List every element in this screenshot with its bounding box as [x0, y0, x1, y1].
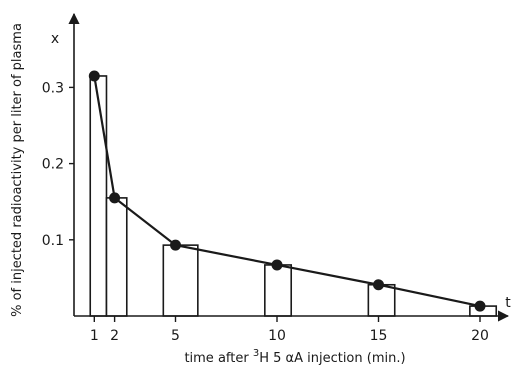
series-line-0 [93, 75, 481, 308]
bar-1 [105, 197, 128, 317]
bars-layer [89, 75, 498, 317]
bar-3 [264, 264, 293, 317]
x-tick-label-1: 2 [110, 328, 119, 344]
bar-0 [89, 75, 108, 317]
data-point-4 [373, 279, 384, 291]
y-axis-title: % of injected radioactivity per liter of… [10, 23, 25, 317]
data-point-3 [271, 259, 283, 271]
x-tick-label-0: 1 [90, 328, 99, 344]
data-point-5 [474, 300, 486, 312]
x-tick-label-3: 10 [268, 328, 286, 344]
bar-2 [162, 244, 199, 317]
x-axis-title-superscript: 3 [253, 348, 259, 359]
ticks-layer: 1 2 5 10 15 20 0.1 0.2 0.3 [42, 80, 489, 344]
x-tick-label-4: 15 [370, 328, 388, 344]
y-tick-label-0: 0.1 [42, 233, 64, 249]
x-tick-label-5: 20 [471, 328, 489, 344]
y-axis-letter: x [51, 31, 59, 47]
y-tick-label-2: 0.3 [42, 80, 64, 96]
x-axis-letter: t [505, 295, 511, 311]
x-axis-title: time after 3H 5 αA injection (min.) [184, 348, 405, 366]
y-tick-label-1: 0.2 [42, 157, 64, 173]
data-point-1 [109, 192, 121, 204]
data-point-0 [88, 70, 100, 82]
bar-4 [367, 283, 396, 317]
x-axis-title-after: H 5 αA injection (min.) [259, 351, 405, 366]
x-axis-title-before: time after [184, 351, 252, 366]
x-tick-label-2: 5 [171, 328, 180, 344]
series-layer [88, 70, 486, 312]
data-point-2 [170, 239, 181, 251]
